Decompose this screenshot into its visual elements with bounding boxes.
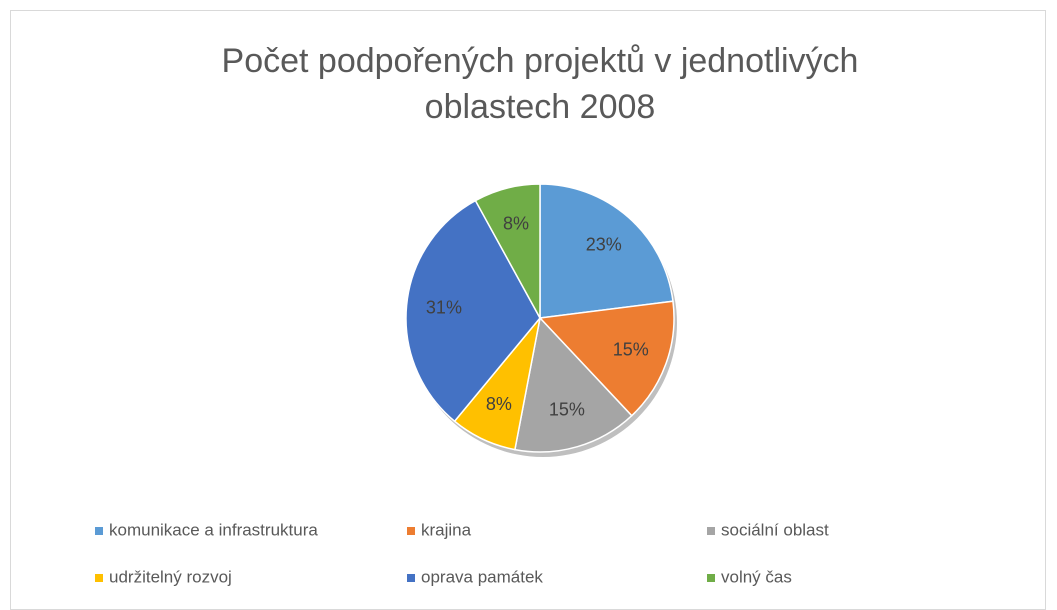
data-label: 15% [613,339,649,359]
data-label: 23% [586,234,622,254]
pie-slice [514,316,633,453]
data-label: 8% [503,213,529,233]
data-label: 15% [549,399,585,419]
pie-slice [538,300,675,417]
data-label: 31% [426,298,462,318]
legend-label: udržitelný rozvoj [109,567,232,586]
legend-label: volný čas [721,567,792,586]
legend-marker [95,527,103,535]
legend-marker [407,527,415,535]
pie-slice [474,183,541,319]
legend-label: komunikace a infrastruktura [109,520,318,539]
legend-label: krajina [421,520,472,539]
pie-slice [539,183,674,319]
pie-slice [405,199,541,423]
data-label: 8% [486,394,512,414]
legend-marker [707,527,715,535]
legend-marker [407,574,415,582]
legend-marker [707,574,715,582]
chart-title: Počet podpořených projektů v jednotlivýc… [221,42,859,126]
legend-marker [95,574,103,582]
legend-label: sociální oblast [721,520,829,539]
legend-label: oprava památek [421,567,543,586]
